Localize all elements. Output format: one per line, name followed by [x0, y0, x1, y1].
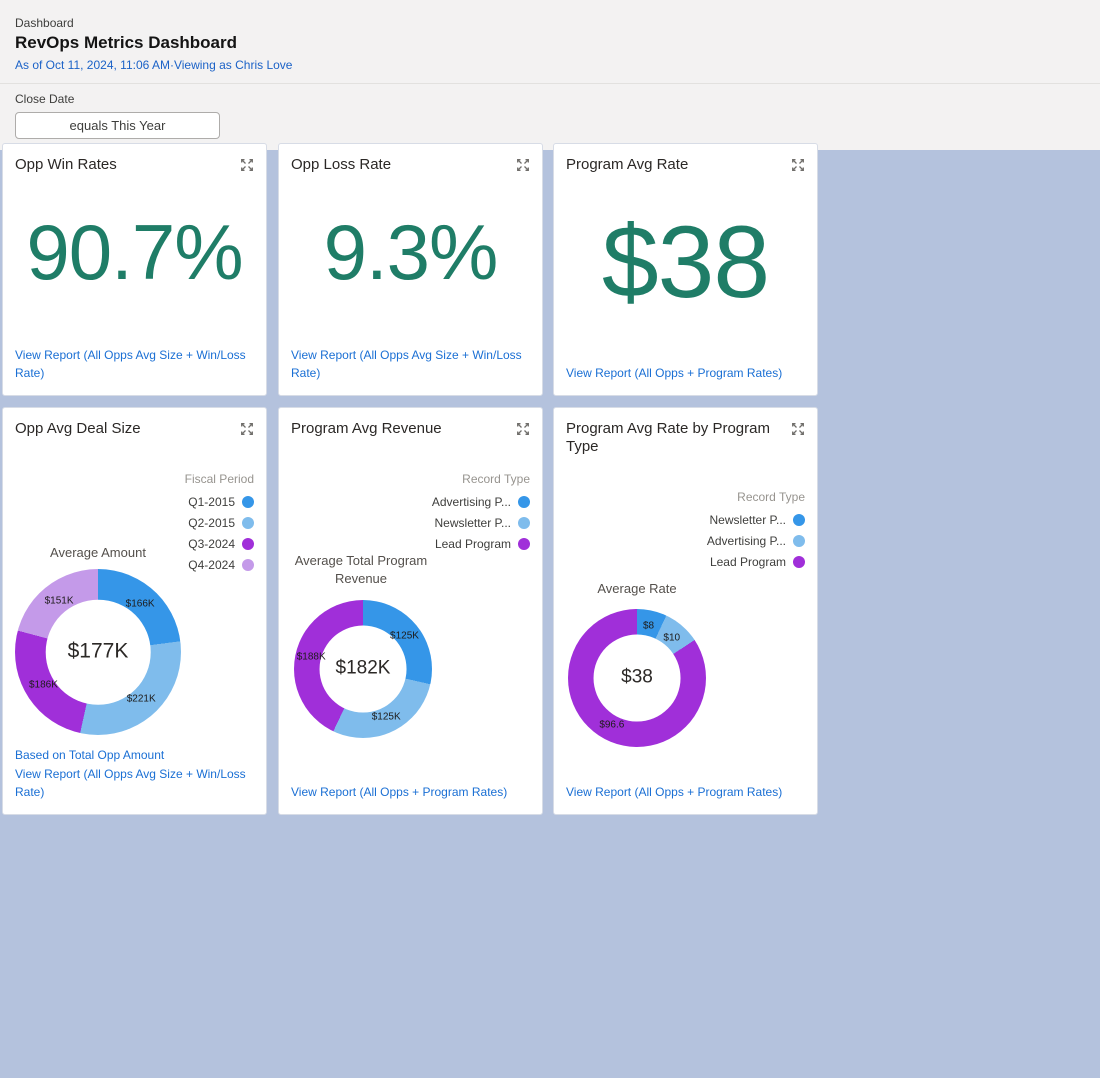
chart-axis-title: Average Rate [597, 581, 677, 596]
legend-item[interactable]: Newsletter P... [707, 513, 805, 527]
footnote-link[interactable]: Based on Total Opp Amount [15, 748, 165, 763]
slice-label: $151K [44, 595, 74, 607]
card-title: Program Avg Rate [566, 156, 689, 173]
legend-item-label: Advertising P... [431, 495, 511, 509]
view-report-link[interactable]: View Report (All Opps Avg Size + Win/Los… [15, 766, 246, 800]
filter-value: equals This Year [69, 118, 166, 133]
chart-area: Record Type Newsletter P... Advertising P… [554, 456, 817, 783]
filter-row: Close Date equals This Year [0, 84, 1100, 150]
legend-item-label: Q2-2015 [188, 516, 235, 530]
legend-item[interactable]: Advertising P... [432, 495, 530, 509]
legend-item[interactable]: Q4-2024 [185, 558, 254, 572]
filter-label: Close Date [15, 92, 75, 106]
slice-label: $8 [642, 620, 655, 632]
as-of-viewing-as-link[interactable]: As of Oct 11, 2024, 11:06 AM·Viewing as … [15, 58, 293, 72]
card-opp-avg-deal-size: Opp Avg Deal Size Fiscal Period Q1-2015 Q… [2, 407, 267, 815]
card-opp-loss-rate: Opp Loss Rate 9.3% View Report (All Opps… [278, 143, 543, 396]
card-program-avg-rate-by-program-type: Program Avg Rate by Program Type Record … [553, 407, 818, 815]
legend-item[interactable]: Newsletter P... [432, 516, 530, 530]
donut-chart-program-avg-rate[interactable]: $38 $8 $10 $96.6 [568, 609, 706, 747]
expand-icon[interactable] [516, 158, 530, 172]
legend-item-label: Lead Program [434, 537, 511, 551]
legend-item[interactable]: Q3-2024 [185, 537, 254, 551]
legend-item-label: Newsletter P... [434, 516, 511, 530]
legend-dot [518, 517, 530, 529]
card-title: Program Avg Revenue [291, 420, 442, 437]
legend-item-label: Q4-2024 [188, 558, 235, 572]
legend-record-type: Record Type Newsletter P... Advertising P… [707, 490, 805, 576]
legend-item-label: Lead Program [709, 555, 786, 569]
chart-axis-title: Average Amount [50, 545, 146, 560]
slice-label: $10 [663, 632, 681, 644]
view-report-link[interactable]: View Report (All Opps + Program Rates) [566, 366, 783, 381]
view-report-link[interactable]: View Report (All Opps Avg Size + Win/Los… [291, 347, 522, 381]
expand-icon[interactable] [791, 422, 805, 436]
legend-fiscal-period: Fiscal Period Q1-2015 Q2-2015 Q3-2024 Q4-20… [185, 472, 254, 579]
expand-icon[interactable] [791, 158, 805, 172]
legend-item[interactable]: Q2-2015 [185, 516, 254, 530]
legend-item[interactable]: Advertising P... [707, 534, 805, 548]
slice-label: $221K [126, 693, 156, 705]
legend-title: Fiscal Period [184, 472, 254, 486]
legend-dot [793, 535, 805, 547]
legend-dot [518, 538, 530, 550]
card-title: Opp Avg Deal Size [15, 420, 141, 437]
dashboard-header: Dashboard RevOps Metrics Dashboard As of… [0, 0, 1100, 150]
metric-value: $38 [601, 204, 770, 319]
slice-label: $188K [296, 651, 326, 663]
view-report-link[interactable]: View Report (All Opps + Program Rates) [291, 785, 508, 800]
legend-record-type: Record Type Advertising P... Newsletter P… [432, 472, 530, 558]
chart-area: Fiscal Period Q1-2015 Q2-2015 Q3-2024 Q4-20… [3, 438, 266, 746]
card-title: Program Avg Rate by Program Type [566, 420, 770, 455]
donut-hole: $177K [45, 599, 151, 705]
slice-label: $186K [28, 679, 58, 691]
legend-title: Record Type [462, 472, 530, 486]
expand-icon[interactable] [516, 422, 530, 436]
legend-item[interactable]: Lead Program [707, 555, 805, 569]
legend-item-label: Advertising P... [706, 534, 786, 548]
legend-item-label: Newsletter P... [709, 513, 786, 527]
expand-icon[interactable] [240, 158, 254, 172]
donut-center-value: $38 [621, 667, 653, 688]
view-report-link[interactable]: View Report (All Opps Avg Size + Win/Los… [15, 347, 246, 381]
donut-hole: $182K [319, 625, 407, 713]
object-type-label: Dashboard [15, 16, 74, 30]
metric-value: 9.3% [323, 208, 499, 297]
legend-dot [518, 496, 530, 508]
legend-dot [242, 559, 254, 571]
slice-label: $166K [125, 598, 155, 610]
legend-dot [242, 496, 254, 508]
card-title: Opp Win Rates [15, 156, 117, 173]
card-opp-win-rates: Opp Win Rates 90.7% View Report (All Opp… [2, 143, 267, 396]
legend-item-label: Q3-2024 [188, 537, 235, 551]
card-title: Opp Loss Rate [291, 156, 392, 173]
donut-center-value: $177K [67, 639, 129, 663]
slice-label: $125K [371, 711, 401, 723]
page-title: RevOps Metrics Dashboard [15, 33, 238, 52]
legend-item-label: Q1-2015 [188, 495, 235, 509]
legend-dot [793, 514, 805, 526]
slice-label: $96.6 [599, 719, 625, 731]
donut-center-value: $182K [335, 658, 391, 679]
chart-axis-title: Average Total Program Revenue [294, 553, 428, 586]
legend-title: Record Type [737, 490, 805, 504]
legend-dot [793, 556, 805, 568]
metric-value: 90.7% [26, 208, 243, 297]
legend-item[interactable]: Q1-2015 [185, 495, 254, 509]
donut-chart-program-avg-revenue[interactable]: $182K $125K $125K $188K [294, 600, 432, 738]
expand-icon[interactable] [240, 422, 254, 436]
donut-chart-opp-avg-deal-size[interactable]: $177K $166K $221K $186K $151K [15, 569, 181, 735]
card-program-avg-rate: Program Avg Rate $38 View Report (All Op… [553, 143, 818, 396]
legend-dot [242, 538, 254, 550]
card-program-avg-revenue: Program Avg Revenue Record Type Advertis… [278, 407, 543, 815]
view-report-link[interactable]: View Report (All Opps + Program Rates) [566, 785, 783, 800]
header-title-block: Dashboard RevOps Metrics Dashboard As of… [0, 0, 1100, 84]
close-date-filter-dropdown[interactable]: equals This Year [15, 112, 220, 139]
legend-item[interactable]: Lead Program [432, 537, 530, 551]
slice-label: $125K [390, 630, 419, 642]
chart-area: Record Type Advertising P... Newsletter P… [279, 438, 542, 783]
donut-hole: $38 [593, 634, 681, 722]
legend-dot [242, 517, 254, 529]
